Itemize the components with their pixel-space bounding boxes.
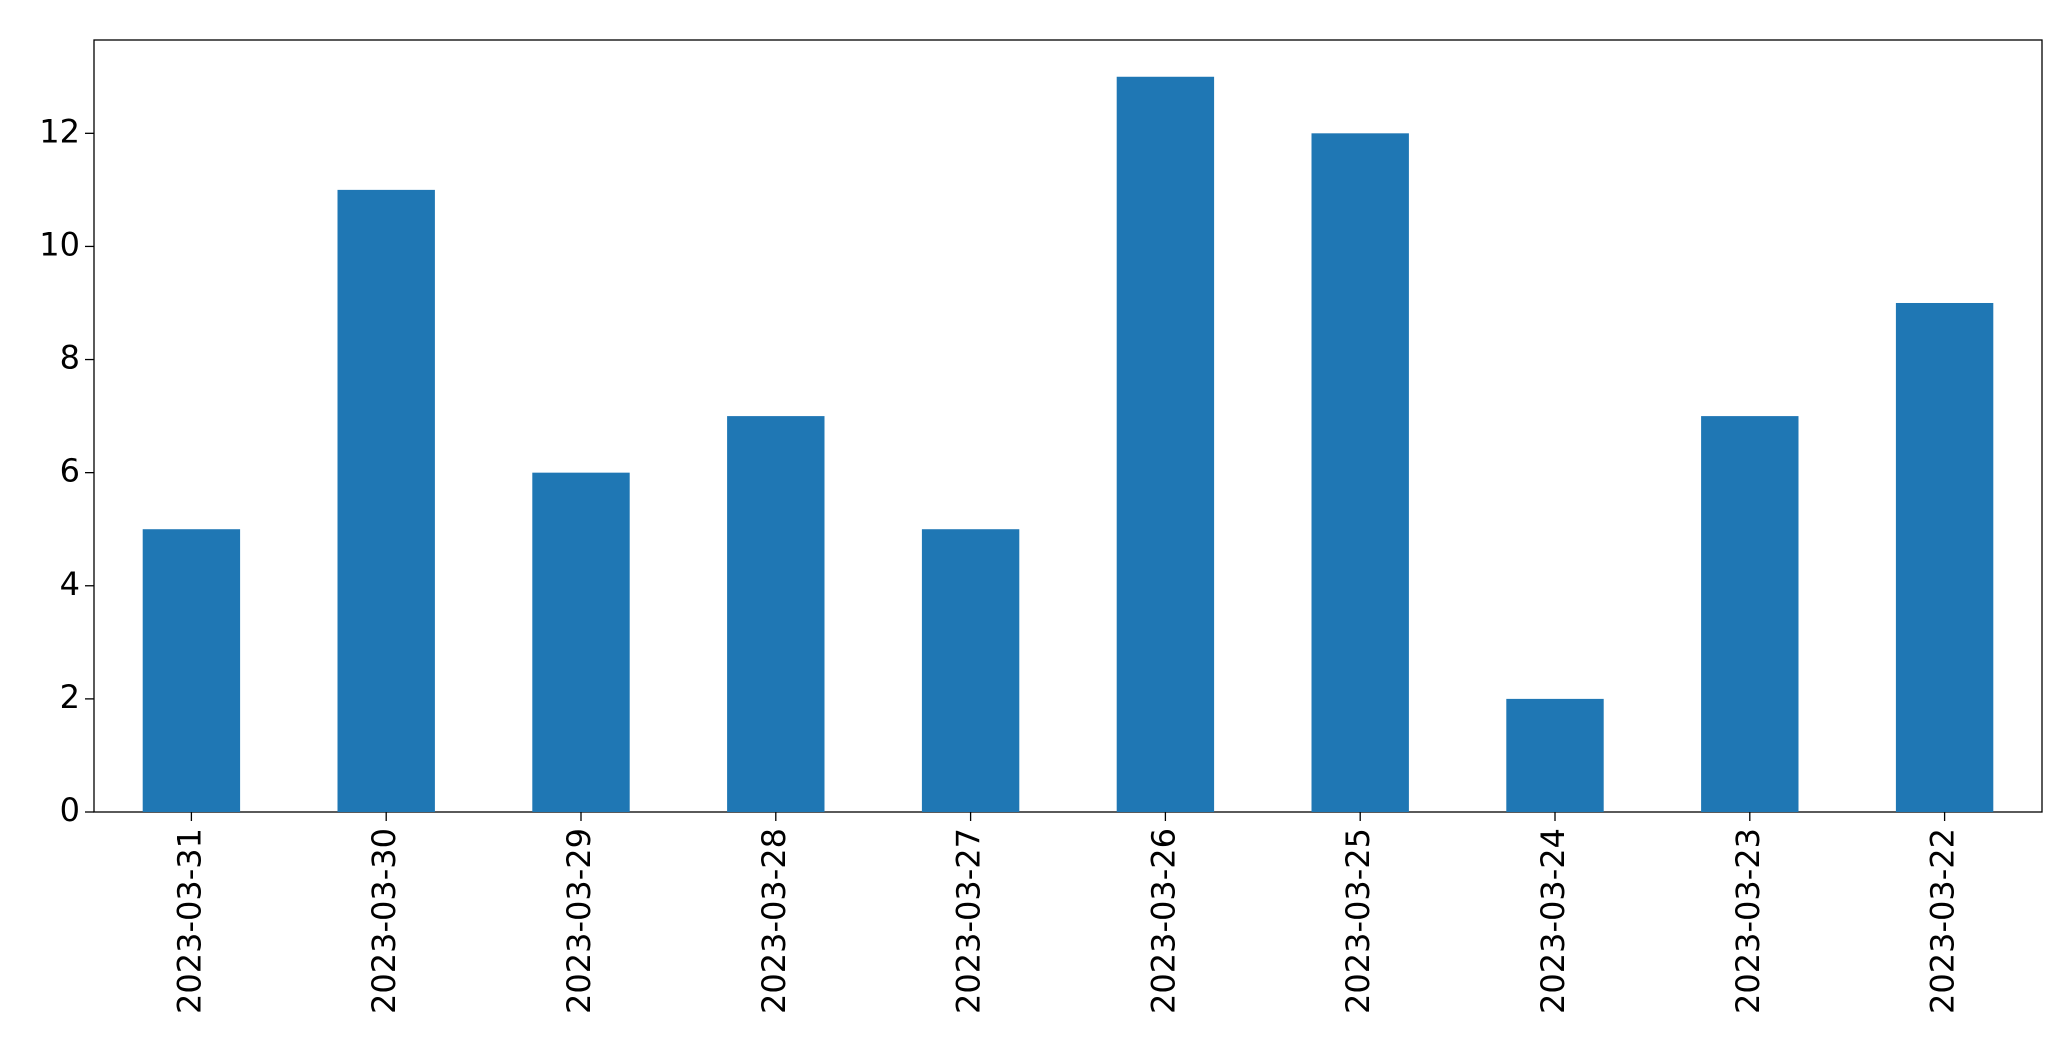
y-tick-label: 10 — [39, 225, 80, 263]
bar — [1311, 133, 1409, 813]
y-tick-label: 2 — [60, 678, 80, 716]
x-tick-label: 2023-03-26 — [1144, 828, 1182, 1014]
y-tick-label: 4 — [60, 565, 80, 603]
plot-frame — [93, 39, 2043, 813]
bar — [727, 416, 825, 812]
x-tick-label: 2023-03-28 — [755, 828, 793, 1014]
bar — [142, 529, 241, 812]
y-tick-label: 0 — [60, 791, 80, 829]
x-tick-label: 2023-03-23 — [1729, 828, 1767, 1014]
y-tick-label: 6 — [60, 452, 80, 490]
y-tick-label: 12 — [39, 112, 80, 150]
bar — [1895, 302, 1994, 812]
y-tick-label: 8 — [60, 339, 80, 377]
x-tick-label: 2023-03-22 — [1924, 828, 1962, 1014]
x-tick-label: 2023-03-30 — [365, 828, 403, 1014]
x-tick-label: 2023-03-24 — [1534, 828, 1572, 1014]
x-tick-label: 2023-03-29 — [560, 828, 598, 1014]
bar — [532, 472, 630, 812]
x-tick-label: 2023-03-31 — [170, 828, 208, 1014]
bar — [1116, 76, 1215, 812]
bar — [1701, 416, 1799, 812]
bar — [337, 189, 435, 812]
x-tick-label: 2023-03-25 — [1339, 828, 1377, 1014]
x-tick-label: 2023-03-27 — [950, 828, 988, 1014]
bar — [921, 529, 1020, 812]
bar — [1506, 698, 1604, 812]
